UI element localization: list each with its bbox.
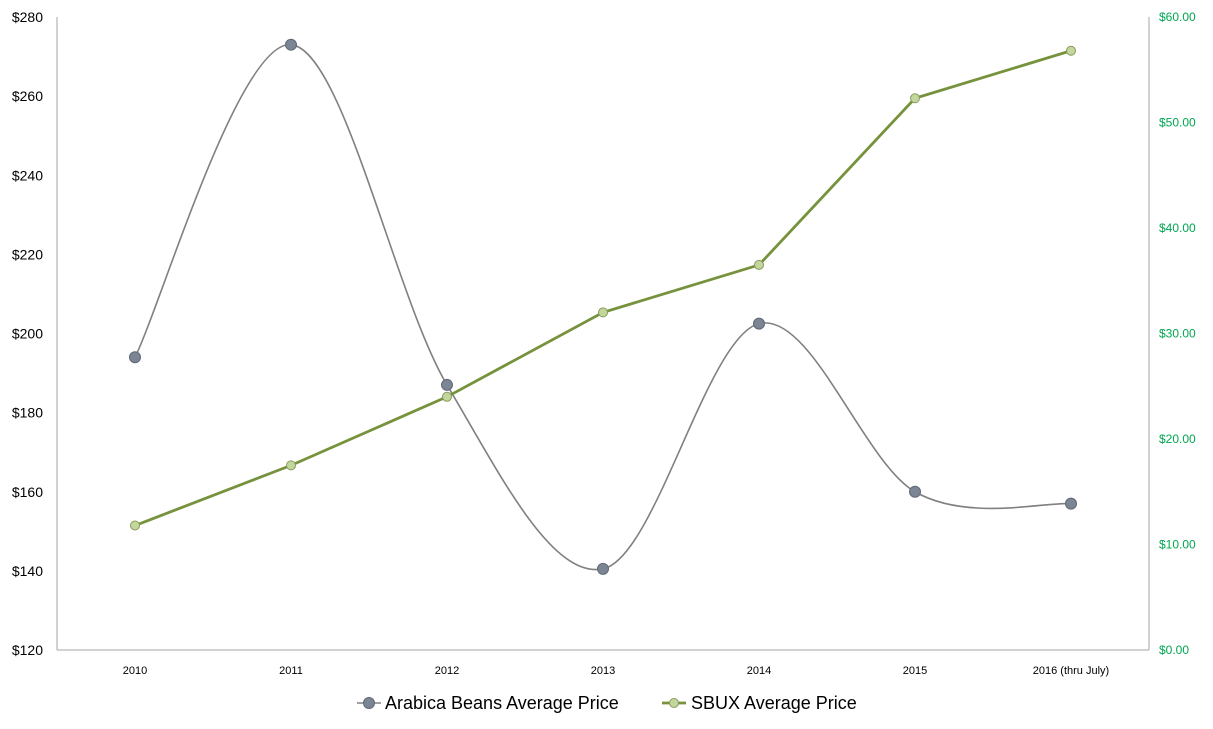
right-tick-label: $0.00 [1159,643,1189,657]
left-tick-label: $260 [12,88,43,104]
legend-entry: Arabica Beans Average Price [357,693,619,713]
x-tick-label: 2014 [747,665,771,677]
x-tick-label: 2012 [435,665,459,677]
left-tick-label: $120 [12,642,43,658]
left-tick-label: $220 [12,246,43,262]
right-tick-label: $10.00 [1159,538,1196,552]
axes [56,17,1150,651]
right-axis-ticks: $0.00 $10.00 $20.00 $30.00 $40.00 $50.00 $60.0… [1159,10,1196,657]
data-point [1065,497,1077,510]
left-tick-label: $280 [12,9,43,25]
x-tick-label: 2015 [903,665,927,677]
legend-swatch-marker [669,698,679,708]
right-tick-label: $40.00 [1159,221,1196,235]
data-point [286,460,296,471]
legend: Arabica Beans Average Price SBUX Average … [357,693,857,713]
left-tick-label: $180 [12,405,43,421]
x-tick-label: 2016 (thru July) [1033,665,1109,677]
left-tick-label: $140 [12,563,43,579]
series-line [134,43,1072,571]
legend-label: SBUX Average Price [691,693,857,713]
data-point [1066,45,1076,56]
data-point [753,317,765,330]
data-point [754,259,764,270]
data-point [442,391,452,402]
x-tick-label: 2010 [123,665,147,677]
right-tick-label: $50.00 [1159,116,1196,130]
right-tick-label: $60.00 [1159,10,1196,24]
data-point [909,485,921,498]
data-point [910,93,920,104]
left-tick-label: $200 [12,326,43,342]
left-axis-ticks: $120 $140 $160 $180 $200 $220 $240 $260 $280 [12,9,43,658]
legend-entry: SBUX Average Price [662,693,857,713]
legend-swatch-marker [363,697,375,709]
left-tick-label: $240 [12,167,43,183]
data-point [441,378,453,391]
right-tick-label: $20.00 [1159,432,1196,446]
x-axis-ticks: 2010 2011 2012 2013 2014 2015 2016 (thru July) [123,665,1109,677]
data-point [598,307,608,318]
data-point [129,351,141,364]
legend-label: Arabica Beans Average Price [385,693,619,713]
left-tick-label: $160 [12,484,43,500]
series-line [134,49,1072,527]
right-tick-label: $30.00 [1159,327,1196,341]
series-2 [130,45,1076,531]
series-layer [129,38,1077,575]
series-1 [129,38,1077,575]
x-tick-label: 2013 [591,665,615,677]
data-point [285,38,297,51]
data-point [130,520,140,531]
data-point [597,562,609,575]
x-tick-label: 2011 [279,665,303,677]
